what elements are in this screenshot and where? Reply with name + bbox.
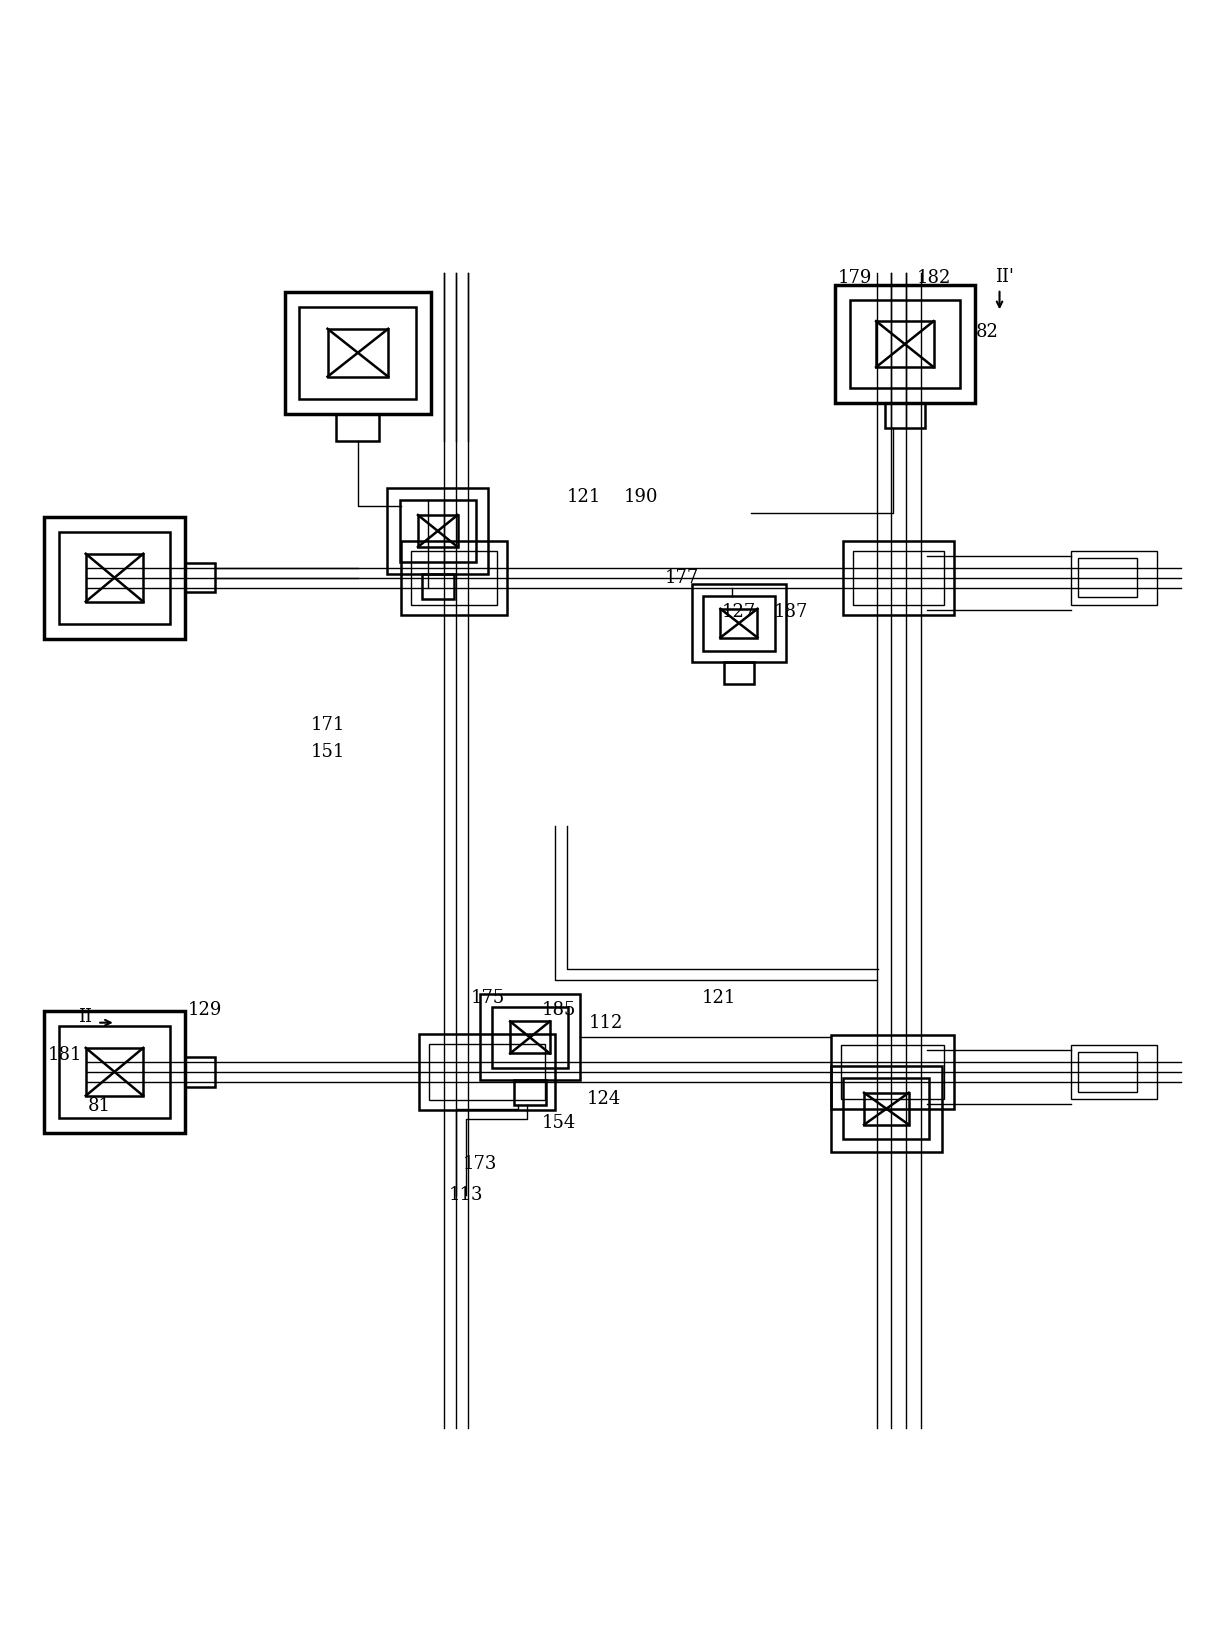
Bar [285,292,431,413]
Text: 173: 173 [462,1155,496,1173]
Text: 175: 175 [471,990,505,1008]
Bar [692,585,786,662]
Bar [844,540,954,615]
Bar [410,550,496,605]
Text: 181: 181 [48,1046,83,1064]
Bar [336,413,378,441]
Text: 187: 187 [774,603,808,621]
Bar [44,1011,185,1133]
Text: 154: 154 [542,1115,577,1133]
Text: 112: 112 [589,1014,623,1032]
Bar [429,1044,545,1100]
Bar [835,286,975,403]
Bar [492,1006,568,1069]
Bar [1071,1044,1157,1099]
Bar [399,501,476,562]
Bar [724,662,754,684]
Text: 124: 124 [586,1090,621,1108]
Bar [832,1066,941,1151]
Text: 177: 177 [665,568,700,586]
Bar [86,1047,143,1095]
Text: 81: 81 [87,1097,111,1115]
Bar [703,595,775,651]
Bar [832,1034,954,1108]
Bar [328,329,388,377]
Bar [185,1057,216,1087]
Bar [59,1026,170,1118]
Text: 190: 190 [623,487,658,506]
Bar [844,1079,929,1140]
Bar [421,573,453,598]
Bar [299,307,416,398]
Text: 82: 82 [976,322,999,340]
Bar [185,563,216,593]
Text: II': II' [994,268,1014,286]
Bar [1078,558,1137,598]
Bar [876,320,934,367]
Bar [886,403,924,428]
Bar [721,610,758,638]
Bar [400,540,506,615]
Bar [419,1034,554,1110]
Text: 151: 151 [312,743,345,762]
Bar [1078,1052,1137,1092]
Bar [1071,550,1157,605]
Text: 171: 171 [312,717,345,733]
Bar [86,553,143,601]
Text: 179: 179 [838,269,871,287]
Bar [514,1080,546,1105]
Bar [510,1021,549,1054]
Bar [418,515,457,547]
Text: 182: 182 [917,269,951,287]
Bar [864,1092,909,1125]
Text: 113: 113 [448,1186,483,1204]
Bar [387,487,488,573]
Bar [850,301,960,388]
Bar [479,995,580,1080]
Bar [44,517,185,639]
Text: 185: 185 [542,1001,577,1019]
Bar [59,532,170,624]
Text: 121: 121 [567,487,601,506]
Text: 129: 129 [188,1001,223,1019]
Text: II: II [78,1008,91,1026]
Text: 121: 121 [702,990,737,1008]
Bar [854,550,944,605]
Bar [841,1044,944,1099]
Text: 127: 127 [722,603,756,621]
